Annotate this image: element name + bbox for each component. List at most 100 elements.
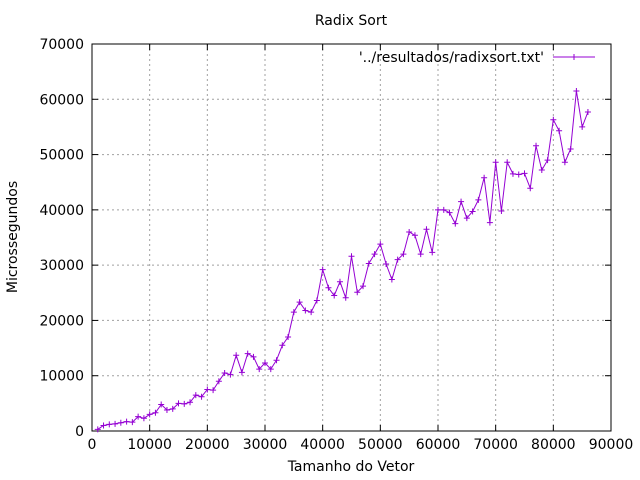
x-axis-label: Tamanho do Vetor [287, 459, 415, 475]
data-point [348, 253, 355, 260]
data-point [371, 251, 378, 258]
data-point [117, 419, 124, 426]
data-point [417, 251, 424, 258]
data-point [394, 256, 401, 263]
data-point [325, 284, 332, 291]
x-tick-label: 70000 [473, 437, 518, 453]
x-tick-label: 30000 [243, 437, 288, 453]
data-point [429, 249, 436, 256]
data-point [319, 266, 326, 273]
legend-marker [571, 54, 577, 60]
y-tick-label: 20000 [39, 313, 84, 329]
data-point [573, 87, 580, 94]
x-tick-label: 60000 [416, 437, 461, 453]
data-point [290, 309, 297, 316]
data-point [192, 392, 199, 399]
data-point [169, 405, 176, 412]
data-point [331, 292, 338, 299]
data-point [579, 123, 586, 130]
axis-ticks: 0 10000 20000 30000 40000 50000 60000 70000 8000… [39, 37, 633, 453]
data-point [435, 206, 441, 213]
data-point [498, 207, 505, 214]
data-point [227, 371, 234, 378]
y-axis-label: Microssegundos [5, 181, 21, 293]
data-point [452, 220, 459, 227]
data-point [302, 307, 309, 314]
data-point [504, 159, 511, 166]
data-point [250, 353, 257, 360]
data-point [256, 366, 263, 373]
data-point [423, 226, 430, 233]
data-point [308, 309, 315, 316]
data-point [550, 116, 557, 123]
data-point [521, 170, 528, 177]
data-point [296, 299, 303, 306]
data-point [279, 342, 286, 349]
x-tick-label: 40000 [300, 437, 345, 453]
data-point [112, 420, 119, 427]
data-point [446, 209, 453, 216]
data-point [475, 196, 482, 203]
data-point [458, 198, 465, 205]
series-layer [94, 87, 591, 433]
y-tick-label: 60000 [39, 92, 84, 108]
y-tick-label: 0 [75, 424, 84, 440]
data-point [198, 393, 205, 400]
data-point [486, 219, 493, 226]
data-point [527, 185, 534, 192]
plot-frame [91, 43, 612, 432]
data-point [210, 387, 217, 394]
data-point [221, 369, 228, 376]
data-point [215, 378, 222, 385]
data-point [544, 157, 551, 164]
data-point [106, 421, 113, 428]
data-point [584, 109, 591, 116]
data-point [233, 352, 240, 359]
data-point [481, 174, 488, 181]
data-point [262, 359, 268, 366]
data-point [388, 276, 395, 283]
data-point [94, 426, 101, 433]
data-point [377, 241, 384, 248]
y-tick-label: 30000 [39, 258, 84, 274]
data-point [187, 399, 194, 406]
data-point [469, 208, 476, 215]
y-tick-label: 50000 [39, 148, 84, 164]
data-point [267, 366, 274, 373]
legend: '../resultados/radixsort.txt' [359, 50, 595, 66]
data-point [285, 334, 292, 341]
data-point [509, 170, 516, 177]
data-point [561, 159, 568, 166]
data-point [492, 159, 499, 166]
x-tick-label: 20000 [185, 437, 230, 453]
data-point [273, 357, 280, 364]
data-point [181, 400, 188, 407]
data-point [406, 228, 413, 235]
data-point [163, 406, 170, 413]
data-point [175, 400, 182, 407]
legend-label: '../resultados/radixsort.txt' [359, 50, 544, 66]
y-tick-label: 10000 [39, 369, 84, 385]
data-point [383, 261, 390, 268]
data-point [342, 294, 349, 301]
data-point [360, 283, 367, 290]
data-point [244, 350, 251, 357]
data-point [400, 251, 407, 258]
chart-title: Radix Sort [315, 13, 388, 29]
data-point [238, 369, 245, 376]
data-point [135, 413, 142, 420]
data-point [567, 146, 574, 153]
x-tick-label: 0 [88, 437, 97, 453]
data-point [440, 206, 447, 213]
data-point [313, 297, 320, 304]
data-point [129, 419, 136, 426]
data-point [146, 411, 153, 418]
y-tick-label: 40000 [39, 203, 84, 219]
data-point [100, 422, 107, 429]
data-point [152, 409, 159, 416]
series-line [97, 90, 589, 430]
data-point [158, 401, 165, 408]
data-point [336, 278, 343, 285]
x-tick-label: 10000 [127, 437, 172, 453]
data-point [365, 260, 372, 267]
